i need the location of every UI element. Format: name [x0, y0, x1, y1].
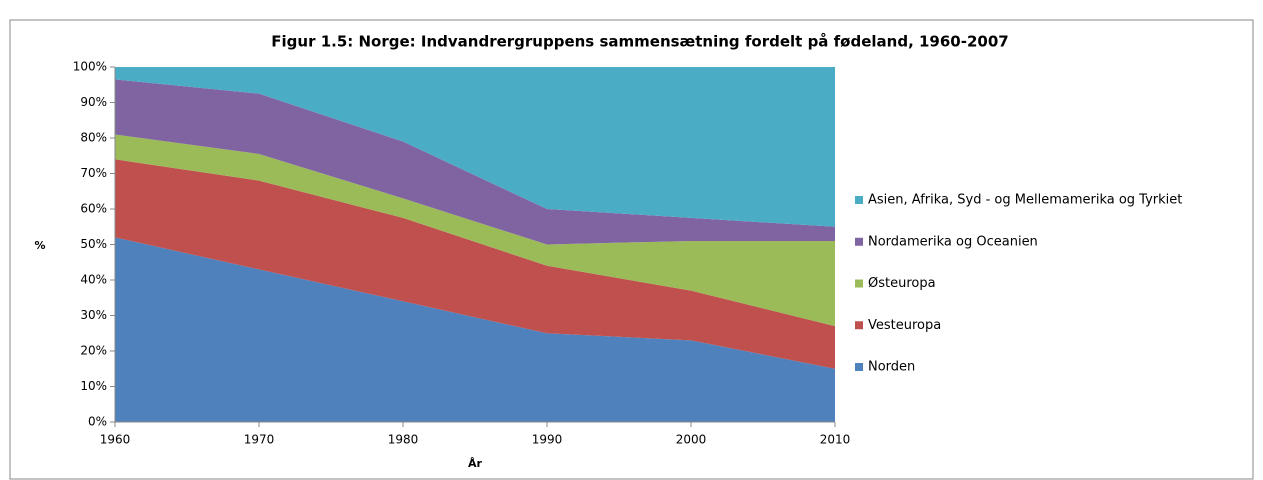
chart-title: Figur 1.5: Norge: Indvandrergruppens sam… [271, 33, 1008, 51]
y-tick-label: 100% [73, 60, 107, 74]
area [115, 79, 835, 245]
y-axis-label: % [34, 239, 45, 252]
legend-label: Norden [868, 360, 915, 375]
x-tick-label: 1960 [100, 433, 131, 447]
legend-swatch [855, 279, 863, 288]
x-tick-label: 1970 [244, 433, 275, 447]
legend-label: Østeuropa [868, 276, 936, 291]
y-tick-label: 10% [80, 379, 107, 393]
y-tick-label: 40% [80, 273, 107, 287]
legend-swatch [855, 363, 863, 371]
y-tick-label: 0% [88, 415, 107, 429]
y-tick-label: 90% [80, 95, 107, 109]
x-tick-label: 1980 [388, 433, 419, 447]
x-tick-label: 2010 [820, 433, 851, 447]
area [115, 237, 835, 422]
x-axis-label: År [468, 457, 483, 470]
legend-swatch [855, 321, 863, 330]
x-tick-label: 1990 [532, 433, 563, 447]
area [115, 159, 835, 369]
legend-swatch [855, 196, 863, 204]
legend-label: Nordamerika og Oceanien [868, 234, 1038, 249]
y-tick-label: 60% [80, 202, 107, 216]
y-tick-label: 20% [80, 344, 107, 358]
legend-swatch [855, 237, 863, 246]
y-tick-label: 70% [80, 166, 107, 180]
legend-label: Vesteuropa [868, 318, 941, 333]
y-tick-label: 80% [80, 131, 107, 145]
y-tick-label: 50% [80, 237, 107, 251]
area [115, 134, 835, 327]
y-tick-label: 30% [80, 308, 107, 322]
area [115, 67, 835, 227]
x-tick-label: 2000 [676, 433, 707, 447]
legend-label: Asien, Afrika, Syd - og Mellemamerika og… [868, 193, 1182, 208]
